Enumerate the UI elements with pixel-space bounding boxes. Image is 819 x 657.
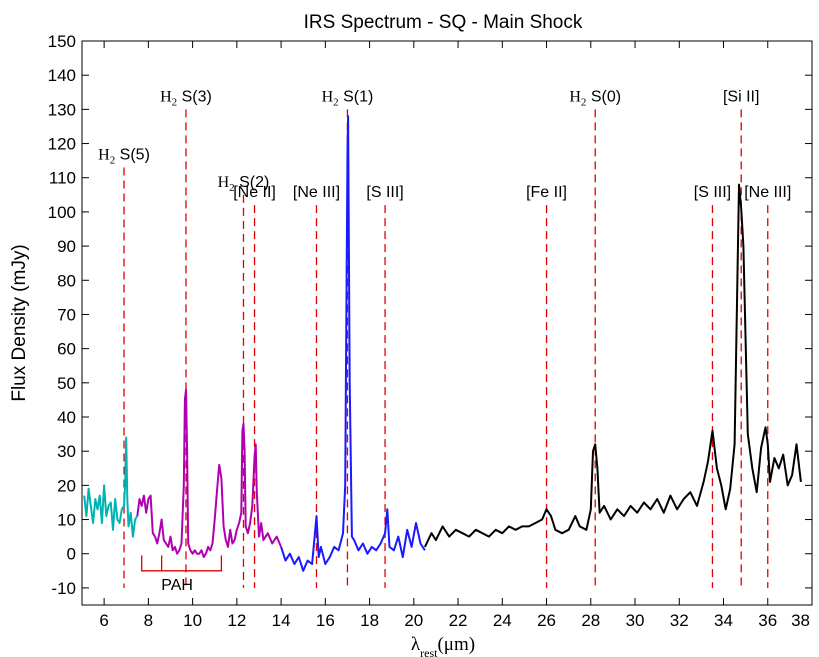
line-label: [S III] [694, 184, 731, 201]
x-tick-label: 26 [537, 611, 556, 630]
y-tick-label: 60 [57, 340, 76, 359]
line-label: H2 S(0) [569, 88, 621, 108]
line-label: H2 S(1) [322, 88, 374, 108]
plot-frame [81, 40, 813, 606]
x-tick-label: 34 [714, 611, 733, 630]
y-tick-label: 140 [48, 66, 76, 85]
x-tick-label: 22 [449, 611, 468, 630]
x-tick-label: 8 [144, 611, 153, 630]
x-tick-label: 16 [316, 611, 335, 630]
x-tick-label: 14 [272, 611, 291, 630]
y-tick-label: 80 [57, 271, 76, 290]
y-axis: -10 0 10 20 30 40 50 60 70 80 90 100 110 120 130 140 150 [48, 32, 812, 598]
spectrum-series-3 [280, 115, 426, 572]
y-axis-title: Flux Density (mJy) [9, 244, 30, 401]
line-label: [Fe II] [526, 184, 567, 201]
y-tick-label: 120 [48, 135, 76, 154]
line-label: [Si II] [723, 88, 759, 105]
y-tick-label: 40 [57, 408, 76, 427]
x-tick-label: 18 [360, 611, 379, 630]
y-tick-label: 130 [48, 100, 76, 119]
x-axis: 6 8 10 12 14 16 18 20 22 24 26 28 30 32 34 36 38 [99, 41, 813, 630]
y-tick-label: 150 [48, 32, 76, 51]
y-tick-label: 0 [67, 545, 76, 564]
y-tick-label: 70 [57, 305, 76, 324]
line-label: H2 S(5) [98, 146, 150, 166]
y-tick-label: 10 [57, 511, 76, 530]
pah-bracket [141, 555, 223, 572]
pah-label: PAH [161, 577, 193, 594]
x-tick-label: 12 [227, 611, 246, 630]
x-tick-label: 36 [758, 611, 777, 630]
y-tick-label: 110 [49, 169, 76, 188]
line-label: [Ne III] [293, 184, 340, 201]
y-tick-label: 100 [48, 203, 76, 222]
line-label: [Ne III] [744, 184, 791, 201]
line-label: H2 S(2) [218, 174, 270, 194]
x-axis-title: λrest(μm) [411, 634, 475, 657]
spectrum-series-4 [423, 183, 802, 548]
y-tick-label: 50 [57, 374, 76, 393]
spectrum-series-1 [83, 436, 139, 538]
y-tick-label: 30 [57, 442, 76, 461]
y-tick-label: 20 [57, 476, 76, 495]
x-tick-label: 20 [404, 611, 423, 630]
x-tick-label: 30 [626, 611, 645, 630]
line-label: [S III] [366, 184, 403, 201]
x-tick-label: 10 [183, 611, 202, 630]
x-tick-label: 6 [99, 611, 108, 630]
y-tick-label: 90 [57, 237, 76, 256]
x-tick-label: 38 [791, 611, 810, 630]
line-label: [Ne II] [233, 184, 276, 201]
x-tick-label: 24 [493, 611, 512, 630]
y-tick-label: -10 [51, 579, 76, 598]
x-tick-label: 28 [581, 611, 600, 630]
line-label: H2 S(3) [160, 88, 212, 108]
spectrum-series-2 [136, 388, 283, 559]
chart-title: IRS Spectrum - SQ - Main Shock [304, 12, 583, 33]
x-tick-label: 32 [670, 611, 689, 630]
